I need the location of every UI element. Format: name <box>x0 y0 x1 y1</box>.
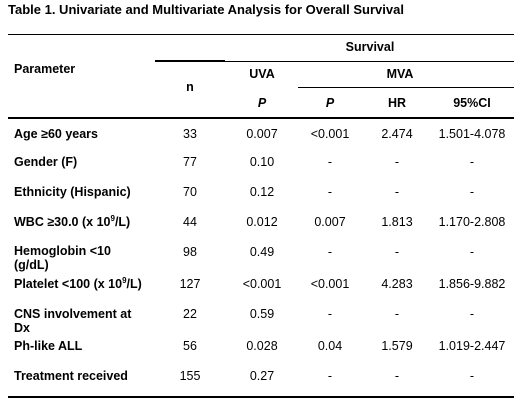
row-param-line2: (g/dL) <box>14 258 49 272</box>
row-param-sup: 9 <box>122 275 127 285</box>
row-hr: 1.579 <box>381 339 413 353</box>
row-param: WBC ≥30.0 (x 109/L) <box>14 213 131 229</box>
row-n: 155 <box>179 369 201 383</box>
row-hr: 1.813 <box>381 215 413 229</box>
row-param: Ph-like ALL <box>14 339 83 353</box>
row-hr: - <box>394 369 400 383</box>
survival-underline <box>155 60 225 62</box>
row-uva-p: 0.49 <box>249 245 275 259</box>
row-param-unit: /L) <box>126 277 142 291</box>
row-uva-p: 0.59 <box>249 307 275 321</box>
row-param-line1: Hemoglobin <10 <box>14 244 111 258</box>
row-mva-p: - <box>327 369 333 383</box>
row-n: 127 <box>179 277 201 291</box>
row-mva-p: - <box>327 185 333 199</box>
row-uva-p: 0.27 <box>249 369 275 383</box>
header-mva: MVA <box>386 67 414 81</box>
row-hr: - <box>394 185 400 199</box>
row-hr: 2.474 <box>381 127 413 141</box>
row-param-text: WBC ≥30.0 (x 10 <box>14 215 111 229</box>
header-survival: Survival <box>345 40 395 54</box>
row-ci: - <box>469 307 475 321</box>
row-uva-p: <0.001 <box>242 277 282 291</box>
row-param-unit: /L) <box>114 215 131 229</box>
row-n: 98 <box>183 245 197 259</box>
row-n: 77 <box>183 155 197 169</box>
row-uva-p: 0.10 <box>249 155 275 169</box>
row-uva-p: 0.12 <box>249 185 275 199</box>
row-mva-p: - <box>327 307 333 321</box>
row-param-line2: Dx <box>14 321 30 335</box>
row-param: Ethnicity (Hispanic) <box>14 185 131 199</box>
row-param: Age ≥60 years <box>14 127 98 141</box>
mva-rule <box>298 87 514 88</box>
row-uva-p: 0.028 <box>246 339 278 353</box>
row-hr: 4.283 <box>381 277 413 291</box>
row-param: Platelet <100 (x 109/L) <box>14 275 142 291</box>
row-mva-p: <0.001 <box>310 127 350 141</box>
row-uva-p: 0.007 <box>246 127 278 141</box>
row-param: Treatment received <box>14 369 128 383</box>
top-rule <box>8 34 514 35</box>
row-ci: 1.501-4.078 <box>438 127 506 141</box>
header-p-uva: P <box>257 96 267 110</box>
survival-rule <box>225 61 514 62</box>
row-ci: - <box>469 369 475 383</box>
row-param-line1: CNS involvement at <box>14 307 132 321</box>
row-mva-p: 0.007 <box>314 215 346 229</box>
row-n: 22 <box>183 307 197 321</box>
row-mva-p: <0.001 <box>310 277 350 291</box>
header-uva: UVA <box>249 67 275 81</box>
table-caption: Table 1. Univariate and Multivariate Ana… <box>8 2 404 17</box>
header-parameter: Parameter <box>14 62 76 76</box>
row-n: 56 <box>183 339 197 353</box>
row-ci: - <box>469 185 475 199</box>
row-ci: - <box>469 155 475 169</box>
row-ci: - <box>469 245 475 259</box>
header-rule <box>8 117 514 119</box>
row-param: Gender (F) <box>14 155 78 169</box>
header-n: n <box>186 80 194 94</box>
row-mva-p: - <box>327 245 333 259</box>
row-n: 33 <box>183 127 197 141</box>
row-hr: - <box>394 307 400 321</box>
row-hr: - <box>394 245 400 259</box>
row-n: 44 <box>183 215 197 229</box>
row-uva-p: 0.012 <box>246 215 278 229</box>
row-n: 70 <box>183 185 197 199</box>
row-ci: 1.170-2.808 <box>438 215 506 229</box>
header-p-mva: P <box>325 96 335 110</box>
row-mva-p: 0.04 <box>317 339 343 353</box>
row-ci: 1.019-2.447 <box>438 339 506 353</box>
row-param-sup: 9 <box>110 213 115 223</box>
header-hr: HR <box>387 96 407 110</box>
row-ci: 1.856-9.882 <box>438 277 506 291</box>
row-mva-p: - <box>327 155 333 169</box>
bottom-rule <box>8 396 514 398</box>
row-param-text: Platelet <100 (x 10 <box>14 277 123 291</box>
header-ci: 95%CI <box>453 96 491 110</box>
row-hr: - <box>394 155 400 169</box>
